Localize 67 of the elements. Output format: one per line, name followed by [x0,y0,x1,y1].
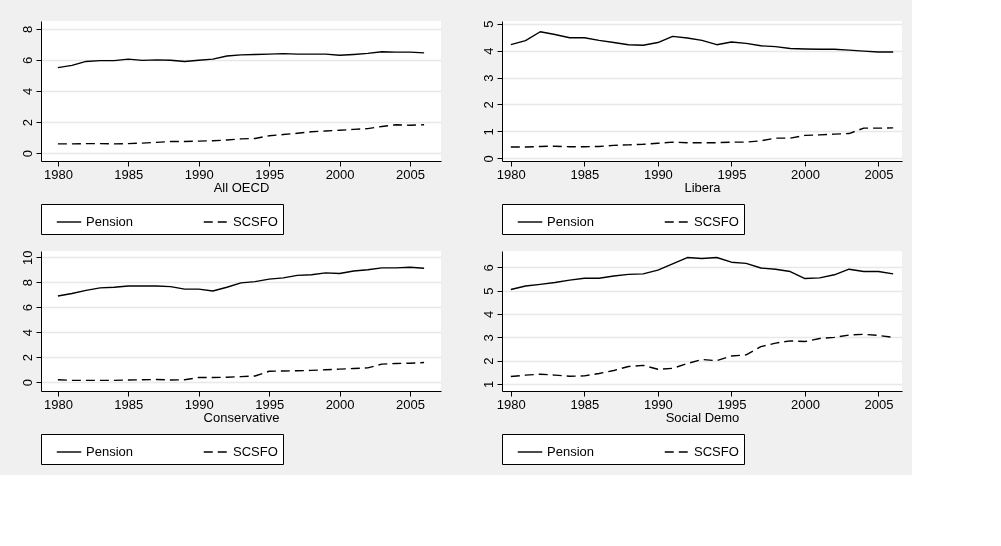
x-tick-label: 1990 [643,396,673,412]
y-tick-label: 8 [19,25,35,33]
y-tick-label: 3 [480,334,496,342]
y-tick-label: 0 [19,150,35,158]
y-tick-label: 2 [480,357,496,365]
line-series [510,333,894,378]
legend-label: Pension [547,214,594,229]
legend-label: SCSFO [694,214,739,229]
x-axis-title: Libera [684,179,722,195]
y-tick-label: 2 [19,354,35,362]
y-tick-label: 2 [480,101,496,109]
x-tick-label: 2000 [790,396,820,412]
y-tick-label: 6 [19,304,35,312]
x-axis-title: Conservative [203,409,280,425]
y-tick-label: 2 [19,118,35,127]
x-tick-label: 2005 [864,396,894,412]
legend-label: SCSFO [233,444,278,459]
y-tick-label: 1 [480,380,496,389]
y-tick-label: 6 [480,264,496,272]
y-tick-label: 4 [480,47,496,55]
y-tick-label: 5 [480,20,496,28]
x-tick-label: 2000 [790,166,820,182]
y-tick-label: 3 [480,74,496,82]
x-axis-title: All OECD [213,179,270,195]
x-tick-label: 1980 [496,166,526,182]
x-tick-label: 1995 [717,166,747,182]
legend-label: SCSFO [233,214,278,229]
x-tick-label: 1990 [184,166,214,182]
x-tick-label: 1980 [496,396,526,412]
x-tick-label: 2005 [396,166,425,182]
y-tick-label: 8 [19,279,35,287]
x-tick-label: 1985 [570,396,600,412]
y-tick-label: 4 [19,329,35,337]
x-tick-label: 1995 [255,396,285,412]
line-series [57,361,425,382]
x-tick-label: 1980 [43,166,73,182]
x-tick-label: 2005 [396,396,425,412]
x-axis-title: Social Demo [665,409,740,425]
x-tick-label: 2000 [325,166,355,182]
x-tick-label: 1985 [114,166,144,182]
legend-label: Pension [547,444,594,459]
x-tick-label: 2000 [325,396,355,412]
x-tick-label: 1980 [43,396,73,412]
legend-label: Pension [86,444,133,459]
line-series [57,51,425,69]
line-series [510,256,894,291]
y-tick-label: 1 [480,128,496,136]
y-tick-label: 4 [19,87,35,96]
y-tick-label: 10 [19,250,35,265]
line-series [57,124,425,145]
legend-label: SCSFO [694,444,739,459]
x-tick-label: 2005 [864,166,894,182]
y-tick-label: 4 [480,310,496,319]
x-tick-label: 1995 [255,166,285,182]
x-tick-label: 1985 [114,396,144,412]
line-series [510,31,894,53]
x-tick-label: 1995 [717,396,747,412]
line-series [57,266,425,297]
x-tick-label: 1990 [184,396,214,412]
y-tick-label: 6 [19,56,35,65]
y-tick-label: 0 [19,379,35,387]
legend-label: Pension [86,214,133,229]
x-tick-label: 1985 [570,166,600,182]
y-tick-label: 5 [480,287,496,295]
line-series [510,127,894,148]
y-tick-label: 0 [480,155,496,163]
x-tick-label: 1990 [643,166,673,182]
